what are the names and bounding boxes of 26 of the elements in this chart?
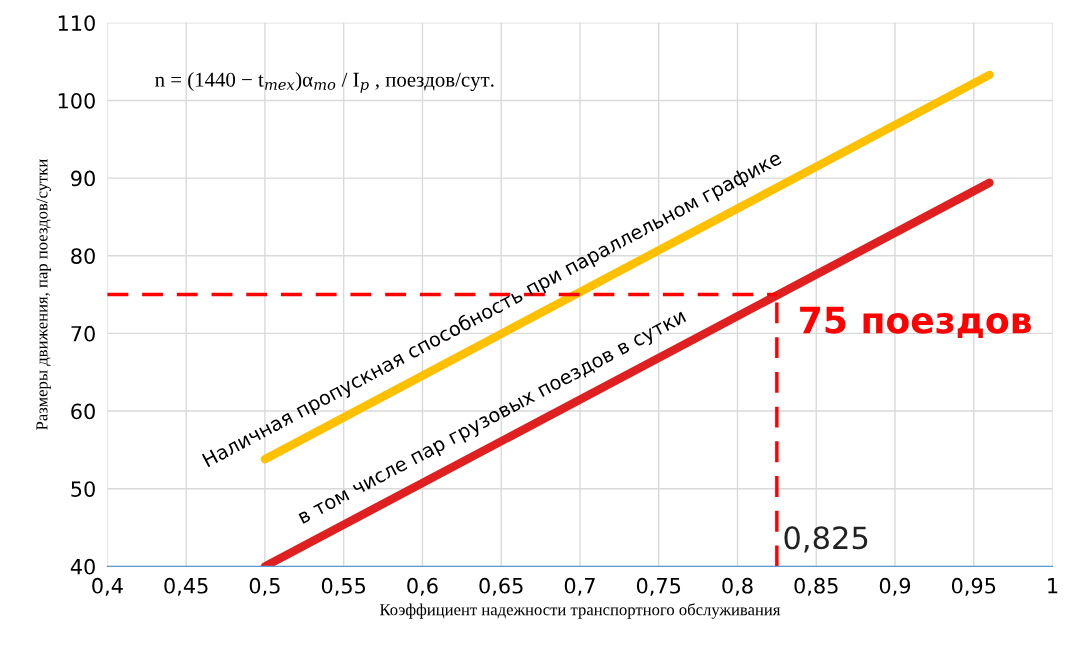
x-tick-label: 0,4 [92, 577, 123, 596]
y-tick-label: 110 [58, 15, 95, 31]
x-tick-label: 0,55 [321, 577, 366, 596]
x-axis-title: Коэффициент надежности транспортного обслуживания [379, 603, 781, 619]
y-axis-title: Размеры движения, пар поездов/сутки [36, 159, 51, 430]
x-tick-label: 0,65 [479, 577, 523, 596]
x-tick-label: 0,7 [564, 577, 595, 596]
ref-line-label: 0,825 [784, 526, 868, 553]
y-tick-label: 60 [71, 403, 95, 420]
y-tick-label: 40 [70, 558, 95, 575]
x-tick-label: 0,5 [249, 577, 280, 596]
annotation: n = (1440 − t$_{тех}$)α$_{то}$ / I$_{р}$ , поездов/сут. [155, 72, 494, 93]
x-tick-label: 0,45 [164, 577, 208, 596]
ref-line-label: 75 поездов [800, 306, 1031, 339]
x-tick-label: 0,8 [722, 577, 753, 596]
x-tick-label: 0,85 [794, 577, 838, 596]
x-tick-label: 1 [1048, 578, 1058, 594]
x-tick-label: 0,75 [636, 577, 681, 596]
y-tick-label: 50 [71, 481, 95, 497]
x-tick-label: 0,9 [879, 577, 911, 596]
y-tick-label: 100 [58, 92, 95, 109]
y-tick-label: 80 [71, 248, 95, 264]
x-tick-label: 0,6 [407, 577, 438, 596]
y-tick-label: 90 [71, 170, 95, 187]
x-tick-label: 0,95 [951, 577, 996, 596]
y-tick-label: 70 [71, 325, 95, 342]
